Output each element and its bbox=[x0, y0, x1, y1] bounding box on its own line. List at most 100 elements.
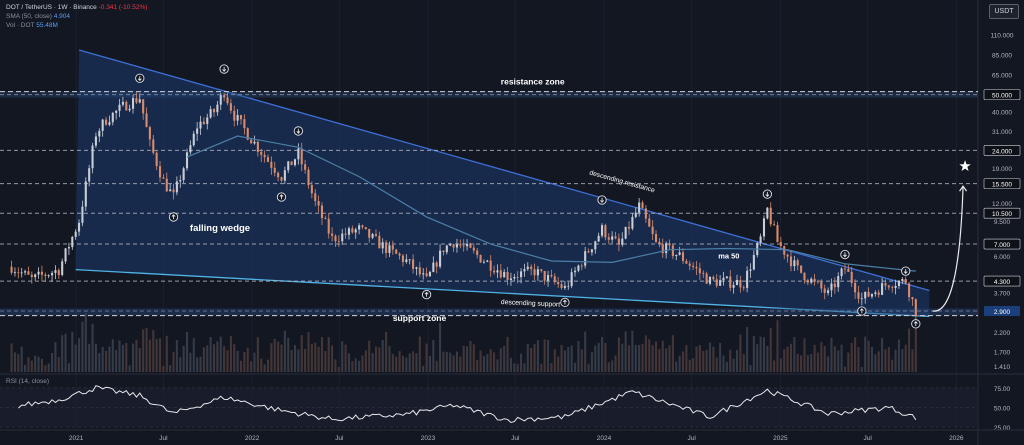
sma-legend[interactable]: SMA (50, close) 4.904 bbox=[6, 13, 70, 21]
candle-body bbox=[486, 260, 489, 262]
volume-bar bbox=[783, 349, 786, 372]
candle-body bbox=[51, 272, 54, 276]
candle-body bbox=[40, 271, 43, 275]
candle-body bbox=[30, 274, 33, 278]
volume-bar bbox=[455, 351, 458, 372]
volume-bar bbox=[226, 350, 229, 372]
volume-bar bbox=[536, 340, 539, 372]
candle-body bbox=[854, 282, 857, 293]
currency-button[interactable]: USDT bbox=[989, 4, 1019, 19]
candle-body bbox=[280, 177, 283, 181]
volume-bar bbox=[590, 352, 593, 372]
candle-body bbox=[293, 159, 297, 166]
volume-legend[interactable]: Vol · DOT 55.48M bbox=[6, 22, 58, 30]
volume-bar bbox=[624, 331, 627, 372]
candle-body bbox=[34, 274, 37, 278]
volume-bar bbox=[314, 342, 317, 372]
volume-bar bbox=[820, 341, 823, 372]
candle-body bbox=[13, 272, 16, 274]
volume-bar bbox=[752, 335, 755, 372]
volume-bar bbox=[175, 340, 178, 372]
candle-body bbox=[273, 167, 276, 173]
volume-bar bbox=[152, 330, 155, 372]
price-axis[interactable]: 110.000 85.000 65.000 50.000 40.000 31.000 24.… bbox=[983, 33, 1021, 371]
volume-bar bbox=[297, 349, 300, 372]
candle-body bbox=[439, 250, 442, 267]
volume-bar bbox=[867, 340, 870, 372]
volume-bar bbox=[439, 322, 442, 372]
volume-bar bbox=[111, 339, 114, 372]
candle-body bbox=[860, 298, 863, 300]
candle-body bbox=[638, 202, 641, 213]
current-price-label: 2.900 bbox=[994, 309, 1011, 316]
candle-body bbox=[442, 250, 445, 253]
volume-bar bbox=[435, 360, 438, 372]
volume-bar bbox=[209, 337, 212, 372]
volume-bar bbox=[897, 339, 900, 372]
annotation-label: descending resistance bbox=[588, 170, 655, 195]
candle-body bbox=[98, 130, 101, 137]
candle-body bbox=[624, 226, 627, 239]
volume-bar bbox=[280, 344, 283, 372]
candle-body bbox=[354, 229, 357, 233]
volume-bar bbox=[678, 355, 681, 372]
time-axis[interactable]: 2021 Jul 2022 Jul 2023 Jul 2024 Jul 2025 Jul 2026 bbox=[0, 429, 1024, 442]
volume-bar bbox=[88, 343, 91, 372]
symbol-legend[interactable]: DOT / TetherUS · 1W · Binance -0.341 (-1… bbox=[6, 4, 147, 12]
candle-body bbox=[509, 278, 512, 280]
volume-bar bbox=[307, 332, 310, 372]
support-zone-band bbox=[0, 308, 978, 316]
time-axis-label: Jul bbox=[688, 435, 697, 442]
volume-bar bbox=[334, 359, 337, 372]
candle-body bbox=[827, 290, 830, 293]
candle-body bbox=[543, 271, 546, 281]
volume-label: Vol · DOT bbox=[6, 22, 35, 29]
candle-body bbox=[179, 180, 182, 182]
candle-body bbox=[324, 218, 327, 219]
price-axis-label: 31.000 bbox=[992, 129, 1012, 136]
volume-bar bbox=[98, 353, 101, 372]
volume-bar bbox=[51, 353, 54, 372]
candle-body bbox=[246, 128, 249, 140]
candle-body bbox=[337, 241, 340, 242]
candle-body bbox=[536, 269, 539, 276]
candle-body bbox=[692, 265, 695, 267]
volume-bar bbox=[135, 339, 138, 372]
volume-bar bbox=[101, 346, 104, 372]
volume-bar bbox=[914, 322, 917, 372]
arrow-up-icon bbox=[171, 214, 176, 220]
candle-body bbox=[796, 260, 799, 266]
volume-bar bbox=[212, 344, 216, 372]
volume-bar bbox=[486, 354, 489, 372]
candle-body bbox=[729, 276, 732, 288]
volume-bar bbox=[766, 346, 769, 372]
volume-bar bbox=[712, 346, 715, 372]
volume-bar bbox=[513, 363, 516, 372]
volume-bar bbox=[604, 343, 607, 372]
arrow-down-icon bbox=[222, 66, 227, 72]
candle-body bbox=[351, 228, 354, 233]
candle-body bbox=[415, 267, 418, 269]
falling-wedge-area bbox=[75, 49, 930, 318]
rsi-legend[interactable]: RSI (14, close) bbox=[6, 378, 49, 386]
volume-bar bbox=[665, 348, 668, 372]
volume-bar bbox=[742, 354, 745, 372]
candle-body bbox=[587, 251, 590, 253]
candle-body bbox=[138, 99, 141, 103]
volume-bar bbox=[196, 357, 199, 372]
volume-bar bbox=[573, 362, 577, 372]
volume-bar bbox=[425, 343, 428, 372]
volume-bar bbox=[415, 353, 418, 372]
volume-bar bbox=[627, 345, 631, 372]
candle-body bbox=[567, 285, 570, 287]
candle-body bbox=[256, 141, 259, 152]
volume-bar bbox=[71, 331, 74, 372]
candle-body bbox=[621, 238, 624, 245]
candle-body bbox=[310, 185, 313, 194]
candle-body bbox=[469, 243, 472, 248]
candle-body bbox=[806, 280, 809, 283]
candle-body bbox=[327, 218, 330, 234]
volume-bar bbox=[557, 356, 560, 372]
candle-body bbox=[412, 259, 415, 269]
